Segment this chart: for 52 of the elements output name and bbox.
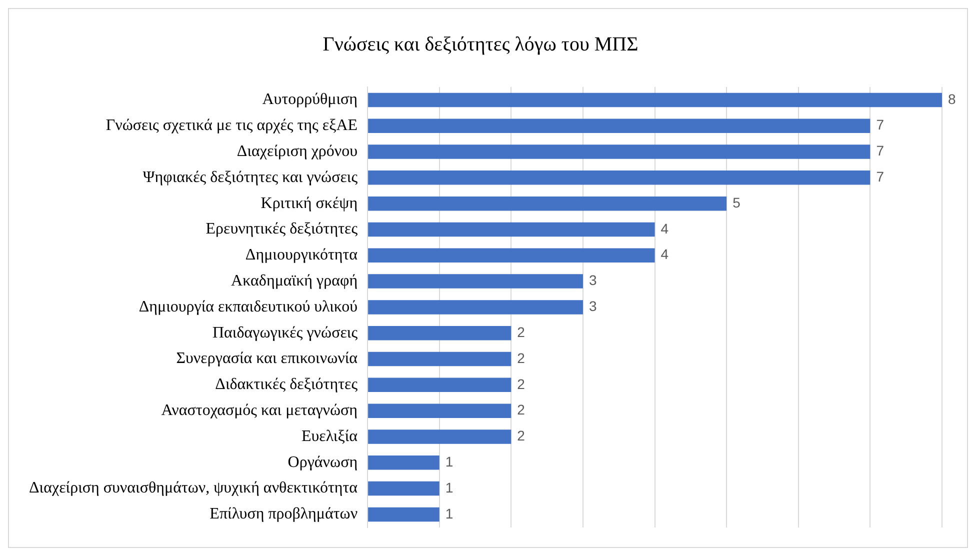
data-label: 2 [517,428,526,444]
y-tick-label: Διαχείριση συναισθημάτων, ψυχική ανθεκτικότητα [28,480,358,497]
y-tick-label: Αυτορρύθμιση [262,91,358,108]
data-label: 2 [517,402,526,418]
bar [368,92,942,108]
y-tick-label: Αναστοχασμός και μεταγνώση [161,402,358,420]
bar [368,352,512,366]
data-label: 7 [876,116,884,133]
y-tick-label: Διαχείριση χρόνου [236,142,358,160]
bar [368,456,440,470]
y-tick-label: Συνεργασία και επικοινωνία [176,350,358,368]
data-label: 3 [588,298,597,314]
y-tick-label: Οργάνωση [288,454,358,471]
bar [368,326,512,340]
bar [368,274,583,288]
y-tick-label: Παιδαγωγικές γνώσεις [212,324,358,342]
data-label: 1 [445,479,454,496]
bar [368,430,512,444]
y-tick-label: Ερευνητικές δεξιότητες [206,220,358,238]
bar [368,300,583,314]
data-label: 8 [948,90,956,107]
data-label: 2 [517,376,526,392]
bar [368,222,655,237]
y-tick-label: Ακαδημαϊκή γραφή [231,272,358,290]
bar [368,196,727,211]
data-label: 1 [445,453,454,470]
y-tick-label: Ευελιξία [301,428,358,445]
bar [368,118,870,133]
bar [368,144,870,159]
chart-title: Γνώσεις και δεξιότητες λόγω του ΜΠΣ [322,33,638,56]
data-label: 7 [876,142,884,159]
bar [368,248,655,263]
y-tick-label: Κριτική σκέψη [260,194,358,212]
data-label: 7 [876,168,884,185]
bar [368,404,512,418]
data-label: 5 [732,194,741,210]
y-tick-label: Δημιουργία εκπαιδευτικού υλικού [138,298,358,316]
bar [368,170,870,185]
data-label: 4 [660,220,669,236]
data-label: 3 [588,272,597,288]
bar [368,378,512,392]
data-label: 4 [660,246,669,262]
data-label: 2 [517,350,526,366]
y-tick-label: Δημιουργικότητα [245,246,358,264]
y-tick-label: Διδακτικές δεξιότητες [215,376,358,394]
data-label: 2 [517,324,526,340]
y-tick-label: Ψηφιακές δεξιότητες και γνώσεις [142,168,358,186]
data-label: 1 [445,505,454,522]
y-tick-label: Επίλυση προβλημάτων [210,506,358,523]
bar [368,507,440,522]
bar [368,481,440,496]
y-tick-label: Γνώσεις σχετικά με τις αρχές της εξΑΕ [106,117,358,134]
